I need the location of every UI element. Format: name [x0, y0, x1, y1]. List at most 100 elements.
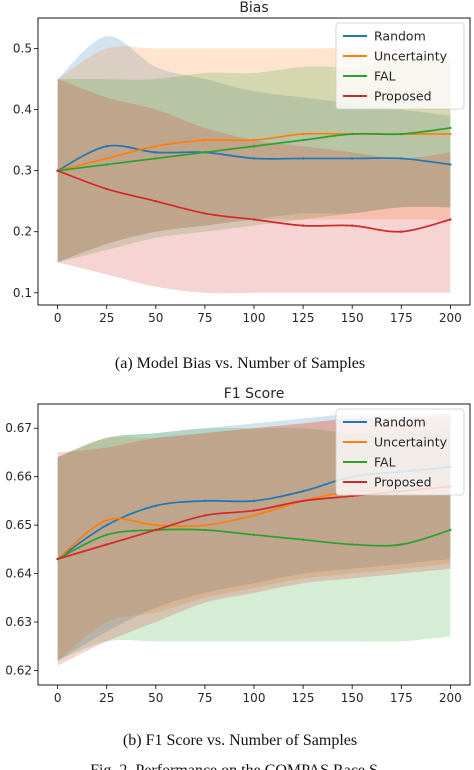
y-axis-ticks: 0.62 0.63 0.64 0.65 0.66 0.67: [5, 421, 38, 677]
data-point-proposed: [105, 543, 108, 546]
y-tick-label: 0.3: [13, 164, 32, 178]
data-point-uncertainty: [252, 514, 256, 517]
legend-label-proposed: Proposed: [374, 475, 432, 490]
y-tick-label: 0.63: [5, 615, 32, 629]
y-tick-label: 0.5: [13, 42, 32, 56]
data-point-uncertainty: [203, 138, 207, 142]
data-point-random: [105, 145, 108, 148]
x-tick-label: 75: [197, 691, 212, 705]
x-tick-label: 175: [390, 311, 413, 325]
data-point-proposed: [301, 499, 305, 503]
x-tick-label: 125: [292, 311, 315, 325]
data-point-fal: [203, 151, 207, 154]
band-fal: [57, 60, 451, 263]
data-point-fal: [400, 543, 403, 546]
data-point-random: [400, 157, 403, 160]
data-point-uncertainty: [203, 523, 207, 527]
chart-title: F1 Score: [224, 386, 285, 402]
data-point-fal: [252, 533, 256, 537]
series-points-fal: [56, 126, 452, 172]
band-proposed: [57, 79, 451, 294]
figure-footer: Fig. 2. Performance on the COMPAS Race S…: [90, 762, 390, 770]
x-tick-label: 100: [243, 691, 266, 705]
x-tick-label: 150: [341, 691, 364, 705]
data-point-fal: [301, 538, 305, 541]
data-point-uncertainty: [449, 132, 452, 136]
legend-label-random: Random: [374, 415, 426, 430]
y-axis-ticks: 0.1 0.2 0.3 0.4 0.5: [13, 42, 38, 300]
x-tick-label: 175: [390, 691, 413, 705]
data-point-fal: [350, 132, 354, 136]
data-point-uncertainty: [105, 519, 108, 522]
data-point-fal: [203, 528, 207, 532]
data-point-fal: [105, 533, 108, 537]
x-axis-ticks: 0 25 50 75 100 125 150 175 200: [54, 685, 462, 705]
x-tick-label: 25: [99, 691, 114, 705]
y-tick-label: 0.67: [5, 421, 32, 435]
legend-label-uncertainty: Uncertainty: [374, 435, 448, 450]
band-random: [57, 36, 451, 263]
data-point-fal: [301, 138, 305, 142]
x-tick-label: 100: [243, 311, 266, 325]
data-point-uncertainty: [154, 145, 158, 148]
data-point-random: [252, 499, 256, 503]
y-tick-label: 0.66: [5, 470, 32, 484]
data-point-proposed: [449, 218, 452, 221]
chart-title: Bias: [239, 0, 268, 16]
data-point-fal: [105, 163, 108, 166]
data-point-random: [203, 499, 207, 503]
series-lines: [56, 126, 452, 233]
y-tick-label: 0.1: [13, 286, 32, 300]
data-point-proposed: [203, 514, 207, 517]
x-axis-ticks: 0 25 50 75 100 125 150 175 200: [54, 305, 462, 325]
data-point-proposed: [154, 528, 158, 532]
data-point-proposed: [301, 224, 305, 227]
data-point-fal: [350, 543, 354, 546]
legend: Random Uncertainty FAL Proposed: [335, 408, 465, 496]
legend-label-uncertainty: Uncertainty: [374, 49, 448, 64]
y-tick-label: 0.65: [5, 518, 32, 532]
data-point-proposed: [400, 230, 403, 233]
x-tick-label: 50: [148, 311, 163, 325]
x-tick-label: 25: [99, 311, 114, 325]
x-tick-label: 75: [197, 311, 212, 325]
data-point-random: [301, 490, 305, 493]
data-point-proposed: [252, 509, 256, 512]
data-point-uncertainty: [252, 138, 256, 142]
data-point-proposed: [105, 187, 108, 191]
data-point-uncertainty: [301, 132, 305, 136]
caption-b: (b) F1 Score vs. Number of Samples: [123, 732, 357, 749]
data-point-random: [252, 157, 256, 160]
x-tick-label: 200: [439, 311, 462, 325]
data-point-random: [105, 523, 108, 527]
data-point-fal: [449, 126, 452, 130]
x-tick-label: 0: [54, 691, 62, 705]
data-point-proposed: [350, 494, 354, 498]
data-point-fal: [449, 528, 452, 532]
legend: Random Uncertainty FAL Proposed: [335, 22, 465, 110]
caption-a: (a) Model Bias vs. Number of Samples: [115, 355, 365, 372]
data-point-fal: [400, 132, 403, 136]
legend-label-fal: FAL: [374, 69, 396, 84]
data-point-fal: [154, 157, 158, 160]
x-tick-label: 200: [439, 691, 462, 705]
data-point-proposed: [203, 212, 207, 215]
data-point-proposed: [154, 199, 158, 203]
x-tick-label: 150: [341, 311, 364, 325]
legend-label-proposed: Proposed: [374, 89, 432, 104]
data-point-fal: [252, 145, 256, 148]
legend-box: [335, 22, 465, 110]
series-points-proposed: [56, 169, 452, 233]
data-point-random: [350, 157, 354, 160]
data-point-proposed: [56, 557, 59, 561]
data-point-proposed: [252, 218, 256, 221]
data-point-uncertainty: [105, 157, 108, 160]
y-tick-label: 0.64: [5, 567, 32, 581]
data-point-random: [154, 151, 158, 154]
data-point-proposed: [56, 169, 59, 172]
x-tick-label: 50: [148, 691, 163, 705]
legend-box: [335, 408, 465, 496]
